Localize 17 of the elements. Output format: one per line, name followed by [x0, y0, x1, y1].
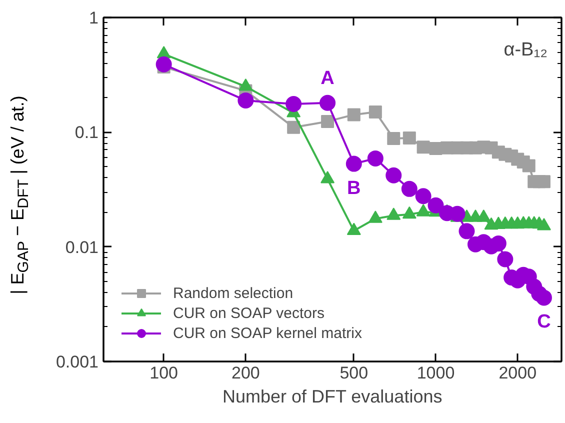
legend-label: Random selection — [173, 284, 294, 302]
x-tick-label: 2000 — [498, 364, 537, 382]
annotation: A — [320, 68, 335, 89]
y-tick-label: 1 — [89, 8, 99, 28]
y-tick-label: 0.01 — [65, 238, 99, 257]
annotation: α-B₁₂ — [504, 40, 548, 60]
annotation: B — [347, 178, 361, 199]
x-tick-label: 500 — [340, 364, 368, 382]
annotation: C — [537, 312, 552, 333]
legend-label: CUR on SOAP vectors — [173, 304, 324, 322]
x-axis-title: Number of DFT evaluations — [222, 386, 442, 406]
x-tick-label: 1000 — [416, 364, 455, 382]
x-tick-label: 100 — [150, 364, 178, 382]
y-tick-label: 0.1 — [74, 123, 99, 142]
y-tick-label: 0.001 — [56, 352, 99, 372]
legend-label: CUR on SOAP kernel matrix — [173, 324, 362, 342]
x-tick-label: 200 — [232, 364, 260, 382]
